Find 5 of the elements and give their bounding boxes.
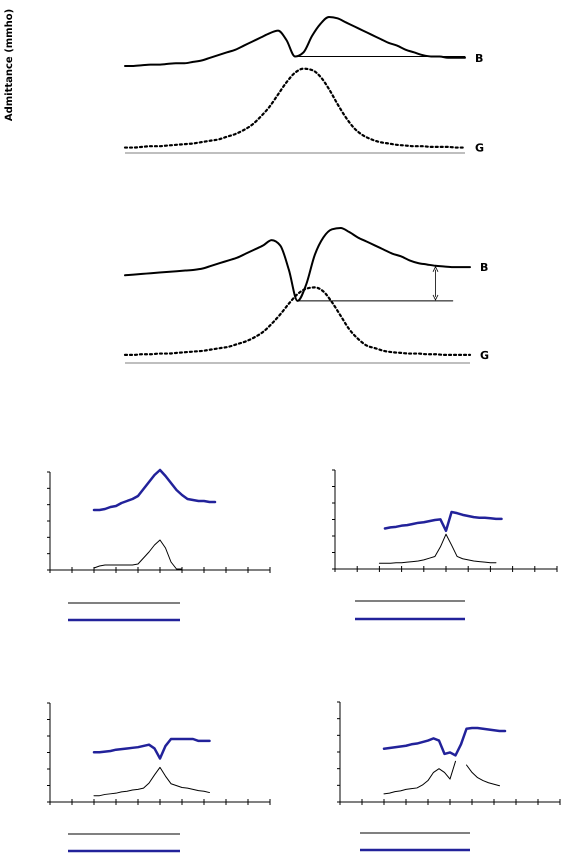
series-label: B [480,261,488,274]
series-label: G [480,348,490,362]
series-label: G [475,142,484,155]
y-axis-title: Admittance (mmho) [4,8,15,122]
series-label: B [475,52,484,65]
